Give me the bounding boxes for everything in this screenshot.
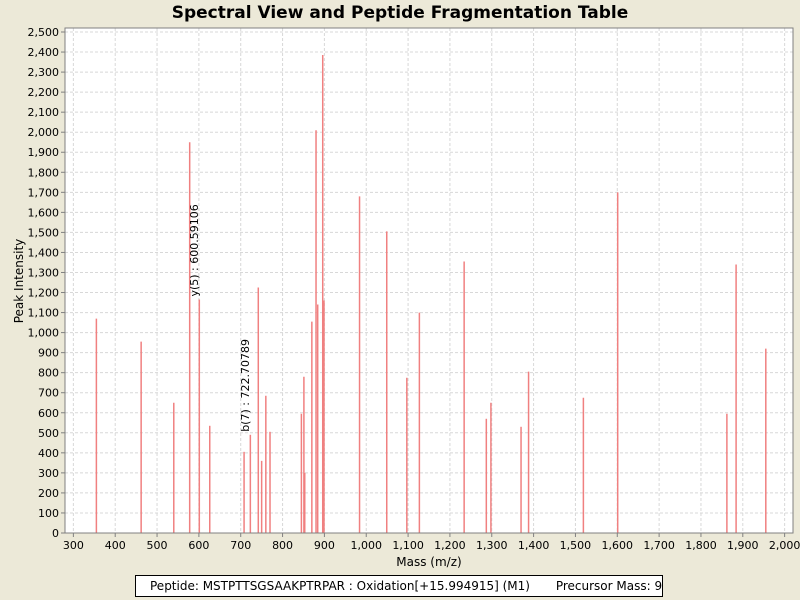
y-tick-label: 1,400	[28, 246, 60, 259]
x-tick-label: 1,400	[518, 539, 550, 552]
x-tick-label: 500	[147, 539, 168, 552]
x-axis-title: Mass (m/z)	[396, 555, 461, 569]
x-tick-label: 1,800	[685, 539, 717, 552]
peaks-layer	[95, 55, 767, 533]
x-tick-label: 900	[314, 539, 335, 552]
y-tick-label: 1,500	[28, 226, 60, 239]
y-tick-label: 0	[52, 527, 59, 540]
y-axis-title: Peak Intensity	[12, 239, 26, 324]
legend-box: Peptide: MSTPTTSGSAAKPTRPAR : Oxidation[…	[135, 575, 663, 597]
y-tick-label: 2,000	[28, 126, 60, 139]
x-tick-label: 2,000	[769, 539, 800, 552]
x-tick-label: 1,600	[602, 539, 634, 552]
peak-annotation: b(7) : 722.70789	[239, 339, 252, 432]
y-tick-label: 1,000	[28, 327, 60, 340]
y-axis: 0 100 200 300 400 500 600 700 800 900 1,000 1,100 1,…	[28, 26, 65, 540]
legend-precursor-mass: Precursor Mass: 916.4845	[555, 579, 663, 593]
x-tick-label: 1,200	[434, 539, 466, 552]
y-tick-label: 1,600	[28, 206, 60, 219]
y-tick-label: 1,300	[28, 266, 60, 279]
annotation-layer: y(5) : 600.59106 b(7) : 722.70789	[188, 204, 252, 432]
y-tick-label: 400	[38, 447, 59, 460]
y-tick-label: 1,200	[28, 287, 60, 300]
plot-border	[64, 27, 794, 534]
y-tick-label: 1,900	[28, 146, 60, 159]
peak-annotation: y(5) : 600.59106	[188, 204, 201, 296]
x-tick-label: 300	[63, 539, 84, 552]
y-tick-label: 200	[38, 487, 59, 500]
x-tick-label: 1,700	[643, 539, 675, 552]
y-tick-label: 900	[38, 347, 59, 360]
y-tick-label: 2,500	[28, 26, 60, 39]
chart-title: Spectral View and Peptide Fragmentation …	[171, 3, 629, 23]
x-tick-label: 600	[188, 539, 209, 552]
x-tick-label: 1,500	[560, 539, 592, 552]
x-tick-label: 1,100	[392, 539, 424, 552]
x-tick-label: 400	[105, 539, 126, 552]
x-tick-label: 1,000	[350, 539, 382, 552]
y-tick-label: 2,300	[28, 66, 60, 79]
y-tick-label: 500	[38, 427, 59, 440]
y-tick-label: 100	[38, 507, 59, 520]
y-tick-label: 800	[38, 367, 59, 380]
x-tick-label: 700	[230, 539, 251, 552]
x-axis: 300 400 500 600 700 800 900 1,000 1,100 1,200 1,30…	[63, 533, 800, 552]
y-tick-label: 300	[38, 467, 59, 480]
legend-peptide: Peptide: MSTPTTSGSAAKPTRPAR : Oxidation[…	[150, 579, 530, 593]
y-tick-label: 2,100	[28, 106, 60, 119]
y-tick-label: 1,700	[28, 186, 60, 199]
y-tick-label: 1,100	[28, 307, 60, 320]
x-tick-label: 1,900	[727, 539, 759, 552]
y-tick-label: 1,800	[28, 166, 60, 179]
y-tick-label: 2,200	[28, 86, 60, 99]
y-tick-label: 700	[38, 387, 59, 400]
y-tick-label: 600	[38, 407, 59, 420]
y-tick-label: 2,400	[28, 46, 60, 59]
x-tick-label: 1,300	[476, 539, 508, 552]
x-tick-label: 800	[272, 539, 293, 552]
